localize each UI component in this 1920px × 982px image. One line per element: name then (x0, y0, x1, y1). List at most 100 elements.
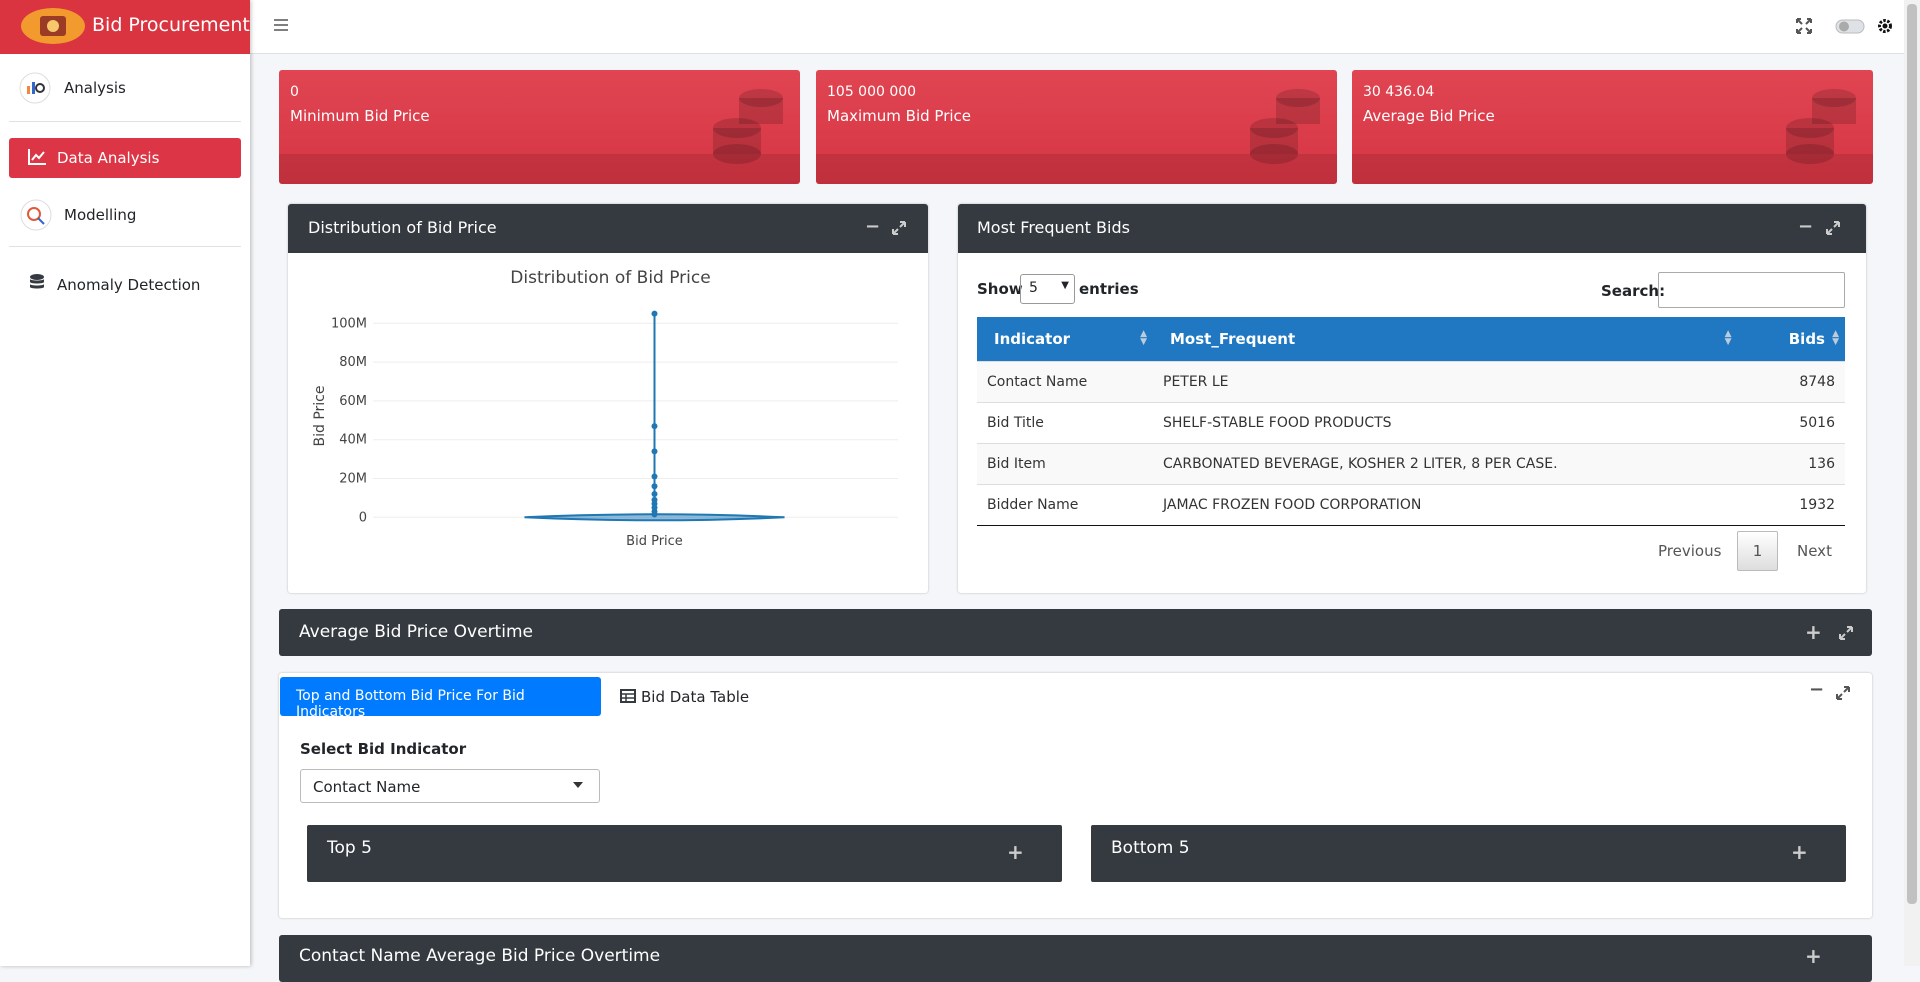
sort-icon: ▲ ▼ (1724, 329, 1732, 347)
brand-logo (21, 8, 85, 44)
expand-button[interactable]: + (1791, 840, 1808, 864)
distribution-card: Distribution of Bid Price − Distribution… (288, 204, 928, 593)
maximize-button[interactable] (1839, 626, 1853, 640)
maximize-button[interactable] (892, 221, 906, 235)
y-tick-label: 40M (339, 433, 367, 448)
divider (9, 246, 241, 247)
expand-button[interactable]: + (1007, 840, 1024, 864)
y-tick-label: 20M (339, 471, 367, 486)
nav-item[interactable]: Anomaly Detection (9, 264, 241, 304)
collapse-button[interactable]: − (1809, 679, 1825, 700)
expand-button[interactable]: + (1805, 944, 1822, 968)
nav-label: Modelling (64, 206, 137, 224)
data-point (651, 310, 658, 317)
nav-icon (20, 199, 52, 231)
data-point (651, 448, 658, 455)
indicator-select[interactable]: Contact Name (300, 769, 600, 803)
table-row: Bid Item CARBONATED BEVERAGE, KOSHER 2 LI… (977, 443, 1845, 484)
table-cell: CARBONATED BEVERAGE, KOSHER 2 LITER, 8 P… (1163, 455, 1558, 472)
entries-select[interactable]: 5 ▼ (1020, 274, 1075, 304)
card-title: Most Frequent Bids (977, 218, 1130, 237)
select-arrow (573, 782, 583, 788)
stat-box: 0 Minimum Bid Price (279, 70, 800, 184)
table-cell: 8748 (1799, 373, 1835, 390)
stat-label: Average Bid Price (1363, 107, 1495, 125)
divider (9, 121, 241, 122)
nav-icon (30, 274, 44, 289)
page-button[interactable]: 1 (1737, 531, 1778, 571)
theme-toggle[interactable] (1834, 16, 1896, 36)
stat-box: 30 436.04 Average Bid Price (1352, 70, 1873, 184)
column-header: Most_Frequent ▲ ▼ (1153, 317, 1737, 361)
card-title: Distribution of Bid Price (308, 218, 497, 237)
collapse-button[interactable]: − (865, 216, 881, 237)
card-title: Average Bid Price Overtime (299, 622, 533, 642)
entries-label: entries (1079, 280, 1139, 298)
data-point (651, 423, 658, 430)
data-point (651, 473, 658, 480)
entries-select-value: 5 (1029, 280, 1038, 296)
y-tick-label: 80M (339, 355, 367, 370)
scrollbar[interactable] (1904, 0, 1920, 966)
y-tick-label: 100M (331, 316, 367, 331)
data-point (651, 491, 658, 498)
data-point (651, 511, 658, 518)
menu-toggle[interactable] (274, 18, 288, 32)
stat-footer (816, 154, 1337, 184)
maximize-button[interactable] (1836, 686, 1850, 700)
fullscreen-button[interactable] (1796, 18, 1812, 34)
scrollbar-thumb[interactable] (1907, 4, 1917, 904)
y-tick-label: 60M (339, 394, 367, 409)
tab[interactable]: Bid Data Table (641, 688, 750, 706)
nav-item-active[interactable]: Data Analysis (9, 138, 241, 178)
maximize-button[interactable] (1826, 221, 1840, 235)
stat-box: 105 000 000 Maximum Bid Price (816, 70, 1337, 184)
search-input[interactable] (1658, 272, 1845, 308)
stat-value: 30 436.04 (1363, 84, 1435, 100)
previous-button[interactable]: Previous (1658, 542, 1722, 560)
table-row: Contact Name PETER LE 8748 (977, 361, 1845, 402)
sidebar: Bid Procurement Analysis Data Analysis M… (0, 0, 250, 966)
nav-item[interactable]: Modelling (9, 196, 241, 236)
stat-footer (1352, 154, 1873, 184)
next-button[interactable]: Next (1797, 542, 1832, 560)
overtime-card-header: Average Bid Price Overtime + (279, 609, 1872, 656)
contact-card-header: Contact Name Average Bid Price Overtime … (279, 935, 1872, 982)
top-navbar (250, 0, 1904, 54)
table-cell: PETER LE (1163, 373, 1229, 390)
frequent-card: Most Frequent Bids − Show 5 ▼ entries Sea… (958, 204, 1866, 593)
column-header: Indicator ▲ ▼ (977, 317, 1153, 361)
table-cell: 1932 (1799, 496, 1835, 513)
stat-icon (1786, 89, 1856, 164)
select-value: Contact Name (313, 778, 421, 796)
data-point (651, 483, 658, 490)
table-cell: Bid Item (987, 455, 1046, 472)
table-row: Bid Title SHELF-STABLE FOOD PRODUCTS 5016 (977, 402, 1845, 443)
nav-label: Data Analysis (57, 149, 160, 167)
brand[interactable]: Bid Procurement (0, 0, 250, 54)
card-title: Contact Name Average Bid Price Overtime (299, 946, 661, 966)
card-header: Most Frequent Bids − (958, 204, 1866, 253)
frequent-table: Indicator ▲ ▼ Most_Frequent ▲ ▼ Bids ▲ ▼ Contact … (977, 317, 1845, 526)
nav-label: Anomaly Detection (57, 276, 201, 294)
bottom5-box: Bottom 5 + (1091, 825, 1846, 882)
show-label: Show (977, 280, 1023, 298)
table-cell: SHELF-STABLE FOOD PRODUCTS (1163, 414, 1392, 431)
expand-button[interactable]: + (1805, 620, 1822, 644)
nav-label: Analysis (64, 79, 126, 97)
nav-item[interactable]: Analysis (9, 68, 241, 108)
header-row: Indicator ▲ ▼ Most_Frequent ▲ ▼ Bids ▲ ▼ (977, 317, 1845, 361)
tab-active[interactable]: Top and Bottom Bid Price For Bid Indicat… (280, 677, 601, 720)
chart-title: Distribution of Bid Price (510, 268, 710, 288)
x-tick-label: Bid Price (626, 534, 683, 549)
card-header: Distribution of Bid Price − (288, 204, 928, 253)
column-label: Most_Frequent (1170, 329, 1296, 348)
table-body: Contact Name PETER LE 8748 Bid Title SHELF-S… (977, 361, 1845, 525)
select-arrow: ▼ (1061, 280, 1069, 291)
tabs-card: Top and Bottom Bid Price For Bid Indicat… (279, 673, 1872, 918)
collapse-button[interactable]: − (1798, 216, 1814, 237)
sort-icon: ▲ ▼ (1140, 329, 1147, 347)
box-title: Top 5 (327, 838, 372, 858)
table-cell: 5016 (1799, 414, 1835, 431)
nav-icon (19, 72, 51, 104)
